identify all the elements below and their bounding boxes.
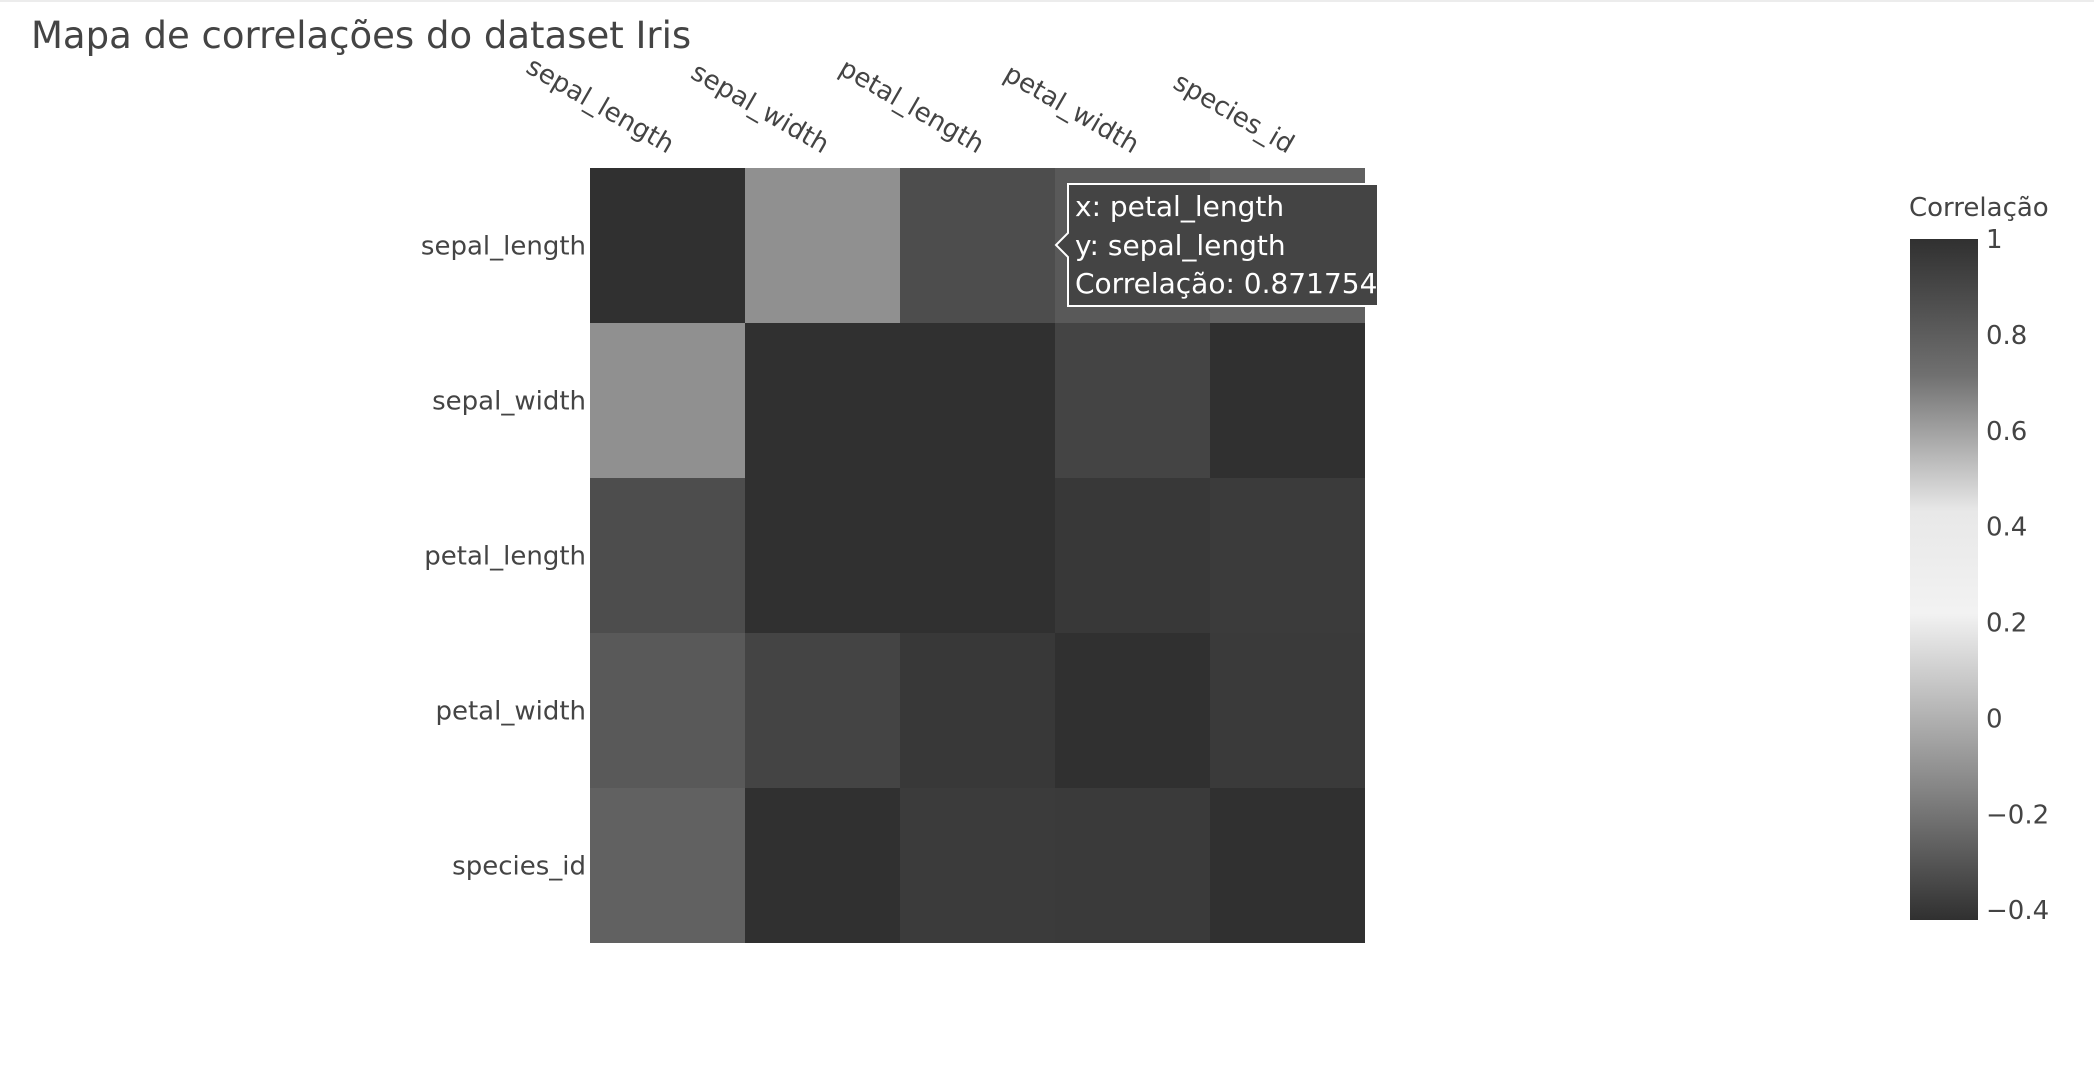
y-tick-label: sepal_length: [421, 232, 586, 262]
heatmap-cell[interactable]: [900, 478, 1055, 633]
colorbar-tick-label: 0.2: [1986, 609, 2027, 639]
x-tick-label: sepal_length: [521, 52, 679, 161]
heatmap-cell[interactable]: [1210, 478, 1365, 633]
heatmap-cell[interactable]: [745, 478, 900, 633]
colorbar-ticks: 1 0.8 0.6 0.4 0.2 0 −0.2 −0.4: [1986, 225, 2049, 926]
heatmap-cell[interactable]: [745, 788, 900, 943]
colorbar-tick-label: 0.8: [1986, 321, 2027, 351]
heatmap-cell[interactable]: [590, 478, 745, 633]
heatmap-cell[interactable]: [590, 788, 745, 943]
heatmap-cell[interactable]: [1210, 323, 1365, 478]
heatmap-cell[interactable]: [1210, 633, 1365, 788]
y-tick-label: species_id: [452, 852, 586, 882]
colorbar-tick-label: −0.2: [1986, 800, 2049, 830]
x-tick-label: petal_length: [834, 53, 989, 160]
colorbar-tick-label: 0.6: [1986, 417, 2027, 447]
x-tick-label: petal_width: [999, 59, 1144, 160]
heatmap-cell[interactable]: [745, 168, 900, 323]
colorbar: Correlação 1 0.8 0.6 0.4 0.2 0 −0.2 −0.4: [1909, 193, 2049, 926]
hover-tooltip: x: petal_length y: sepal_length Correlaç…: [1054, 183, 1395, 307]
colorbar-tick-label: 1: [1986, 225, 2003, 255]
heatmap-cell[interactable]: [900, 323, 1055, 478]
tooltip-y: y: sepal_length: [1075, 229, 1286, 262]
tooltip-box: [1054, 183, 1379, 307]
colorbar-tick-label: 0.4: [1986, 513, 2027, 543]
colorbar-title: Correlação: [1909, 193, 2049, 223]
heatmap-cell[interactable]: [900, 168, 1055, 323]
heatmap-cell[interactable]: [1055, 323, 1210, 478]
heatmap-cell[interactable]: [590, 323, 745, 478]
heatmap-cell[interactable]: [745, 633, 900, 788]
heatmap-cell[interactable]: [1055, 478, 1210, 633]
x-axis-ticks: sepal_length sepal_width petal_length petal…: [521, 52, 1299, 161]
heatmap-cell[interactable]: [900, 788, 1055, 943]
y-tick-label: petal_width: [435, 697, 586, 727]
y-axis-ticks: sepal_length sepal_width petal_lengthpetal…: [421, 232, 586, 882]
x-tick-label: sepal_width: [686, 57, 834, 160]
tooltip-x: x: petal_length: [1075, 190, 1284, 223]
y-tick-label: sepal_width: [432, 387, 586, 417]
chart-title: Mapa de correlações do dataset Iris: [31, 14, 692, 57]
colorbar-gradient: [1910, 239, 1978, 920]
top-divider: [0, 0, 2094, 2]
heatmap-cell[interactable]: [900, 633, 1055, 788]
tooltip-value: Correlação: 0.8717542: [1075, 267, 1395, 300]
heatmap-cell[interactable]: [1210, 788, 1365, 943]
y-tick-label: petal_length: [424, 542, 586, 572]
heatmap-cell[interactable]: [590, 633, 745, 788]
heatmap-cell[interactable]: [1055, 788, 1210, 943]
heatmap-cell[interactable]: [590, 168, 745, 323]
colorbar-tick-label: −0.4: [1986, 896, 2049, 926]
heatmap-cell[interactable]: [745, 323, 900, 478]
colorbar-tick-label: 0: [1986, 704, 2003, 734]
heatmap-cell[interactable]: [1055, 633, 1210, 788]
x-tick-label: species_id: [1168, 67, 1299, 160]
